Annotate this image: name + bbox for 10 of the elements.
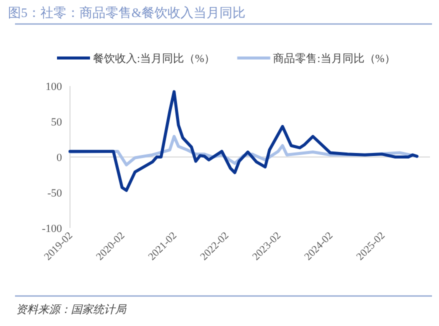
text: 资料来源：国家统计局	[16, 303, 127, 316]
y-tick-label: -50	[47, 188, 62, 200]
y-tick-label: 50	[51, 116, 62, 128]
line-series	[68, 90, 418, 192]
chart-title: 图5：社零：商品零售&餐饮收入当月同比	[8, 5, 246, 20]
legend-label: 餐饮收入:当月同比（%）	[93, 52, 216, 65]
y-tick-label: -100	[42, 223, 62, 235]
y-tick-label: 0	[56, 152, 62, 164]
legend-label: 商品零售:当月同比（%）	[273, 52, 396, 65]
y-tick-label: 100	[46, 81, 62, 93]
